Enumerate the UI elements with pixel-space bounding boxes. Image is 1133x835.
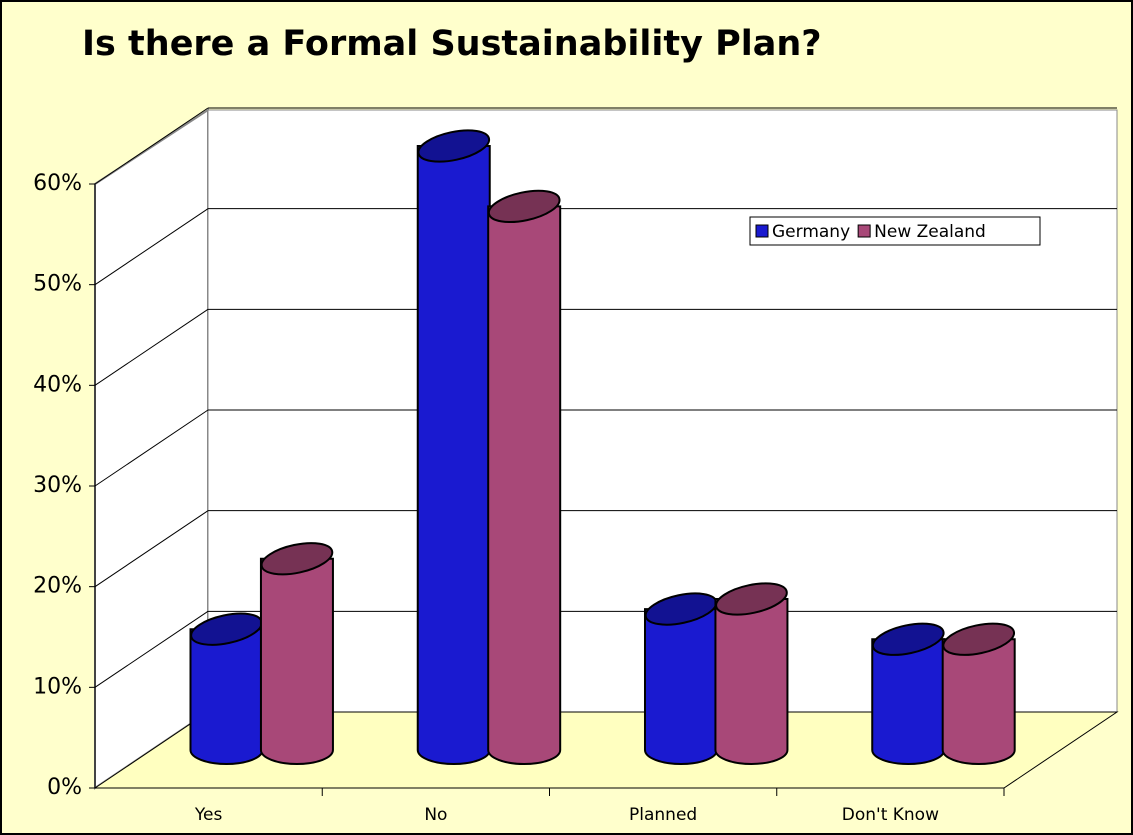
chart-title: Is there a Formal Sustainability Plan? xyxy=(82,24,822,64)
cylinder xyxy=(487,189,562,765)
cylinder-body xyxy=(714,598,789,765)
cylinder-body xyxy=(941,638,1016,765)
cylinder-body xyxy=(416,145,491,765)
cylinder xyxy=(416,129,491,765)
cylinder-top xyxy=(871,622,945,656)
y-tick-label: 30% xyxy=(33,473,82,498)
legend-swatch xyxy=(755,224,769,238)
cylinder-top xyxy=(715,582,788,616)
x-tick-label: No xyxy=(424,805,447,825)
y-tick-label: 20% xyxy=(33,574,82,599)
legend-label: New Zealand xyxy=(874,222,986,242)
cylinder-body xyxy=(487,205,562,765)
cylinder xyxy=(259,542,334,765)
cylinder-top xyxy=(417,129,491,163)
grid-line xyxy=(94,610,209,688)
grid-line xyxy=(94,208,209,286)
cylinder xyxy=(189,612,264,765)
grid-line xyxy=(94,409,209,487)
cylinder-top xyxy=(260,542,334,576)
legend-box xyxy=(749,216,1041,246)
cylinder xyxy=(941,622,1016,765)
y-tick-label: 10% xyxy=(33,674,82,699)
x-tick-label: Planned xyxy=(629,805,697,825)
legend-label: Germany xyxy=(772,222,850,242)
y-tick-label: 60% xyxy=(33,171,82,196)
y-tick-label: 40% xyxy=(33,372,82,397)
cylinder xyxy=(714,582,789,765)
cylinder-top xyxy=(487,189,561,224)
legend-swatch xyxy=(857,224,871,238)
cylinder-body xyxy=(643,608,718,765)
cylinder xyxy=(871,622,946,765)
cylinder-body xyxy=(189,628,264,765)
bars xyxy=(189,129,1016,765)
x-tick-label: Don't Know xyxy=(842,805,939,825)
grid-line xyxy=(94,107,209,185)
cylinder-body xyxy=(871,638,946,765)
x-tick-label: Yes xyxy=(194,805,223,825)
cylinder xyxy=(643,592,718,765)
legend: Germany New Zealand xyxy=(749,216,1041,246)
cylinder-top xyxy=(942,622,1016,656)
cylinder-body xyxy=(259,557,334,765)
y-tick-label: 50% xyxy=(33,272,82,297)
grid-line xyxy=(94,308,209,386)
grid-line xyxy=(94,510,209,588)
y-tick-label: 0% xyxy=(47,775,82,800)
